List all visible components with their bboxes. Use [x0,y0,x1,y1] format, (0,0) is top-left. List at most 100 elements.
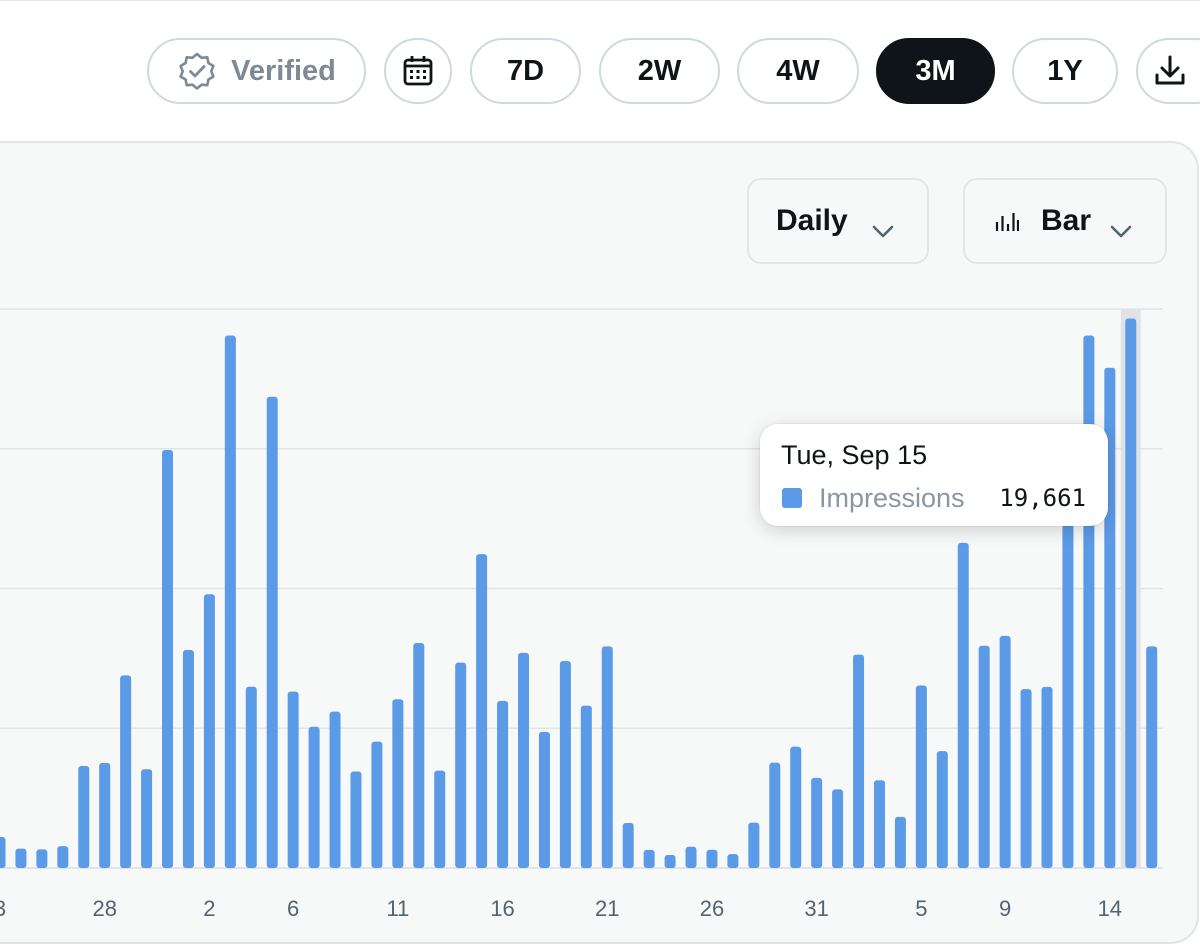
tooltip-value: 19,661 [999,484,1086,512]
range-2w-button[interactable]: 2W [599,38,720,104]
x-tick-label: 28 [92,896,116,921]
chart-bar[interactable] [790,746,802,868]
chart-bar[interactable] [978,645,990,868]
chart-bar[interactable] [308,726,320,868]
range-3m-button[interactable]: 3M [876,38,995,104]
chart-bar[interactable] [748,822,760,868]
chart-bar[interactable] [601,646,613,868]
tooltip-series-swatch [782,488,802,508]
chart-bar[interactable] [622,823,634,868]
top-divider [0,0,1200,1]
x-tick-label: 6 [287,896,299,921]
chart-bar[interactable] [434,770,446,868]
chart-bar[interactable] [78,766,90,868]
chart-bar[interactable] [1146,646,1158,868]
chart-bar[interactable] [203,594,215,868]
bar-chart-icon [995,209,1019,233]
chart-x-ticks: 3282611162126315914 [0,896,1122,921]
chevron-down-icon [1109,214,1133,248]
verified-button[interactable]: Verified [147,38,366,104]
impressions-bar-chart[interactable]: 3282611162126315914 [0,280,1200,940]
chart-bar[interactable] [413,643,425,868]
chart-type-select[interactable]: Bar [963,178,1167,264]
chart-bar[interactable] [706,849,718,868]
range-2w-label: 2W [637,54,682,87]
chart-bar[interactable] [455,662,467,868]
verified-label: Verified [231,54,336,87]
chart-bar[interactable] [371,741,383,868]
x-tick-label: 26 [700,896,724,921]
chart-bar[interactable] [811,777,823,868]
calendar-icon [401,54,435,88]
chart-bar[interactable] [57,846,69,868]
chart-bar[interactable] [580,705,592,868]
chart-bar[interactable] [1020,689,1032,868]
chevron-down-icon [871,214,895,248]
x-tick-label: 11 [386,896,409,921]
chart-bar[interactable] [518,652,529,868]
chart-bar[interactable] [141,769,153,868]
chart-bar[interactable] [685,846,697,868]
chart-bar[interactable] [832,789,844,868]
chart-bar[interactable] [497,700,509,868]
calendar-button[interactable] [384,38,452,104]
range-7d-label: 7D [506,54,545,87]
chart-bar[interactable] [182,650,194,868]
chart-bar[interactable] [15,848,27,868]
chart-bar[interactable] [873,780,885,868]
download-icon [1152,53,1188,89]
x-tick-label: 14 [1098,896,1122,921]
chart-bar[interactable] [727,854,739,868]
chart-bar[interactable] [266,396,278,868]
tooltip-date: Tue, Sep 15 [781,440,928,470]
x-tick-label: 16 [490,896,514,921]
chart-bar[interactable] [476,554,488,868]
chart-bar[interactable] [329,711,341,868]
chart-tooltip: Tue, Sep 15 Impressions 19,661 [760,424,1108,526]
chart-bar[interactable] [287,691,299,868]
chart-bar[interactable] [1083,335,1095,868]
chart-bar[interactable] [957,542,969,868]
x-tick-label: 5 [915,896,927,921]
chart-bar[interactable] [120,675,132,868]
range-7d-button[interactable]: 7D [470,38,581,104]
chart-bar[interactable] [36,849,48,868]
x-tick-label: 9 [999,896,1011,921]
range-1y-label: 1Y [1047,54,1083,87]
chart-bar[interactable] [769,762,781,868]
chart-bar[interactable] [392,699,404,868]
chart-bar[interactable] [894,816,906,868]
x-tick-label: 3 [0,896,6,921]
verified-badge-icon [177,51,217,91]
chart-bar[interactable] [1041,686,1053,868]
chart-bar[interactable] [559,661,571,868]
interval-label: Daily [776,204,848,237]
chart-bars [0,318,1158,868]
chart-bar[interactable] [0,836,6,868]
chart-panel [0,141,1199,944]
chart-bar[interactable] [999,635,1011,868]
download-button[interactable] [1136,38,1200,104]
range-1y-button[interactable]: 1Y [1012,38,1118,104]
chart-bar[interactable] [915,685,927,868]
range-3m-label: 3M [915,54,956,87]
interval-select[interactable]: Daily [747,178,929,264]
chart-bar[interactable] [99,762,111,868]
chart-bar[interactable] [350,771,362,868]
chart-bar[interactable] [643,849,655,868]
tooltip-series-name: Impressions [819,483,965,513]
chart-bar[interactable] [538,731,550,868]
chart-bar[interactable] [224,335,236,868]
chart-bar[interactable] [936,751,948,868]
chart-bar[interactable] [664,854,676,868]
chart-bar[interactable] [1062,515,1074,868]
x-tick-label: 21 [595,896,619,921]
chart-bar[interactable] [853,654,865,868]
x-tick-label: 31 [804,896,828,921]
range-4w-button[interactable]: 4W [737,38,859,104]
chart-type-label: Bar [1041,204,1092,237]
toolbar: Verified 7D 2W 4W 3M 1Y [0,0,1200,142]
chart-bar[interactable] [1125,318,1137,868]
chart-bar[interactable] [162,450,174,868]
chart-bar[interactable] [245,686,257,868]
